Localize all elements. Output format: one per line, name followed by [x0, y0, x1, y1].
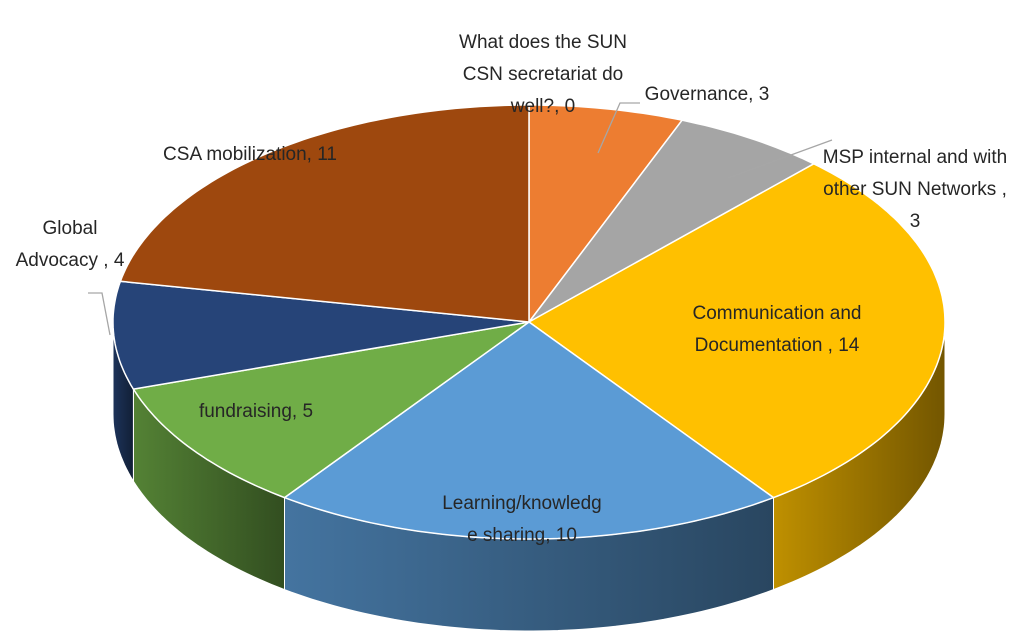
data-label: What does the SUN CSN secretariat do wel…	[459, 32, 627, 117]
slice	[528, 104, 684, 325]
slice	[282, 321, 776, 540]
pie-sides	[112, 321, 946, 632]
pie-tops	[112, 104, 946, 540]
slice	[527, 162, 946, 499]
slice	[119, 104, 530, 323]
leader-line	[88, 292, 111, 336]
data-label: fundraising, 5	[198, 401, 314, 422]
slice	[132, 321, 530, 499]
data-label: MSP internal and with other SUN Networks…	[822, 147, 1008, 232]
data-label: CSA mobilization, 11	[163, 144, 337, 165]
data-label: Learning/knowledge sharing, 10	[442, 493, 602, 546]
data-label: Governance, 3	[644, 84, 770, 105]
slice	[528, 119, 816, 323]
data-label: Global Advocacy , 4	[15, 218, 125, 271]
data-label: Communication and Documentation , 14	[692, 303, 862, 356]
leader-line	[727, 139, 833, 179]
slice	[112, 280, 530, 390]
leader-line	[597, 102, 640, 154]
